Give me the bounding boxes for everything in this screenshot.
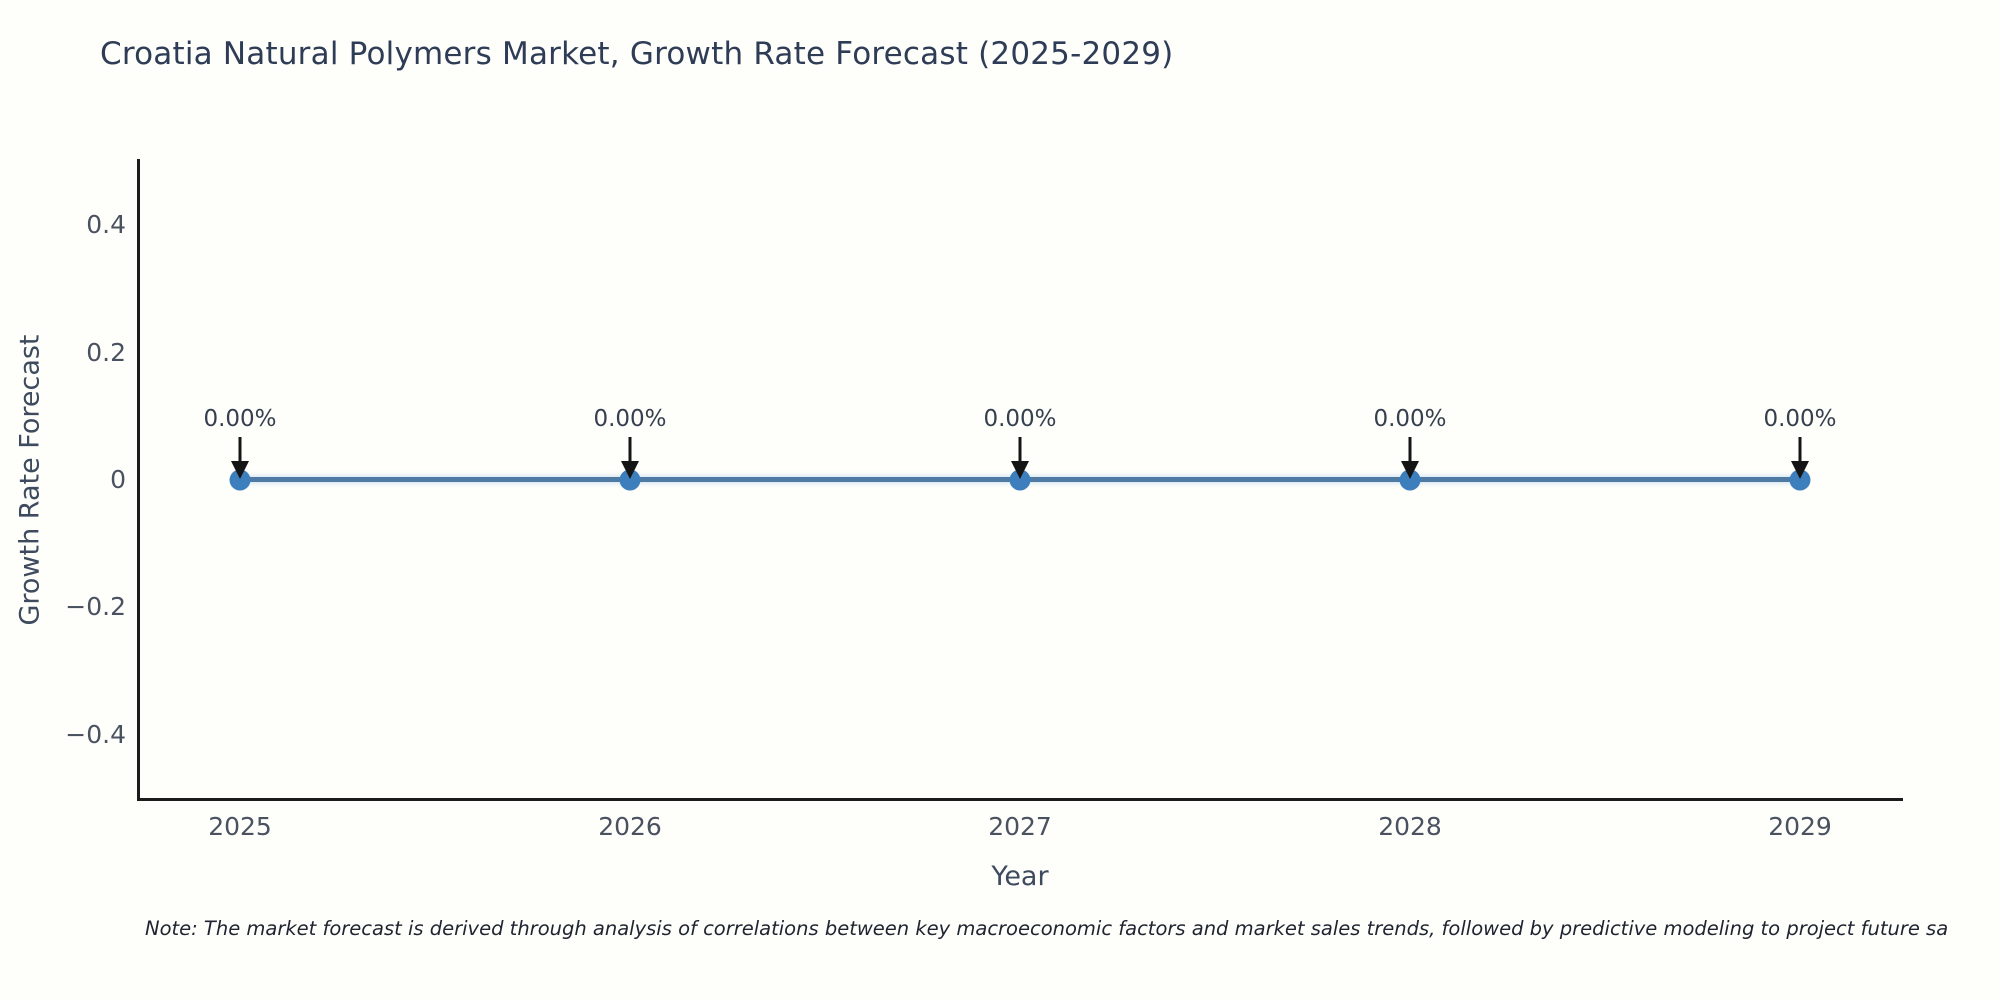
annotation-arrow-shaft [238, 437, 242, 464]
y-tick-label: 0.2 [86, 338, 126, 367]
annotation-arrow-shaft [1018, 437, 1022, 464]
x-tick-label: 2029 [1768, 812, 1832, 841]
chart-title: Croatia Natural Polymers Market, Growth … [100, 36, 1174, 72]
data-point-value-label: 0.00% [593, 406, 667, 432]
annotation-arrow-shaft [628, 437, 632, 464]
annotation-arrow-shaft [1408, 437, 1412, 464]
data-point-value-label: 0.00% [1763, 406, 1837, 432]
y-tick-label: 0.4 [86, 210, 126, 239]
data-point-value-label: 0.00% [983, 406, 1057, 432]
annotation-arrowhead-icon [621, 461, 639, 479]
y-axis-line [137, 159, 140, 801]
annotation-arrowhead-icon [1401, 461, 1419, 479]
x-tick-label: 2028 [1378, 812, 1442, 841]
x-tick-label: 2025 [208, 812, 272, 841]
data-point-value-label: 0.00% [203, 406, 277, 432]
y-tick-label: −0.4 [65, 720, 126, 749]
annotation-arrowhead-icon [1011, 461, 1029, 479]
x-tick-label: 2026 [598, 812, 662, 841]
x-axis-line [137, 798, 1903, 801]
data-point-value-label: 0.00% [1373, 406, 1447, 432]
annotation-arrowhead-icon [231, 461, 249, 479]
annotation-arrow-shaft [1798, 437, 1802, 464]
x-tick-label: 2027 [988, 812, 1052, 841]
y-tick-label: 0 [110, 465, 126, 494]
y-tick-label: −0.2 [65, 592, 126, 621]
x-axis-title: Year [991, 861, 1049, 892]
annotation-arrowhead-icon [1791, 461, 1809, 479]
footnote: Note: The market forecast is derived thr… [145, 917, 1949, 940]
